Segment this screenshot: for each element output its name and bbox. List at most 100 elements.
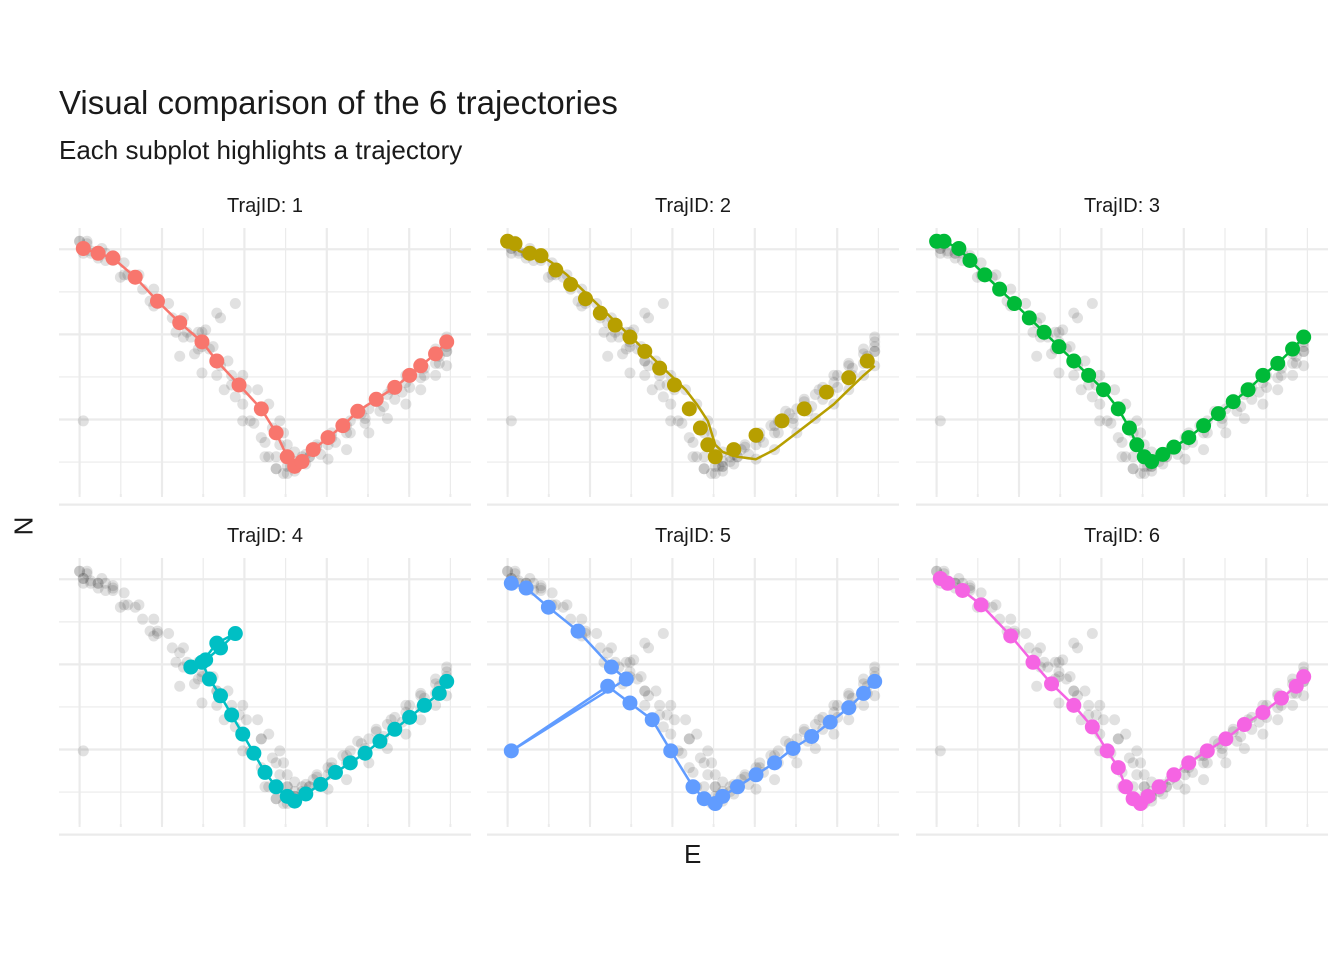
background-point [77,572,89,584]
background-point [1094,369,1106,381]
trajectory-point-4 [372,733,388,749]
background-point [620,343,632,355]
background-point [1298,360,1310,372]
background-point [129,601,141,613]
trajectory-point-3 [1081,367,1097,383]
chart-subtitle: Each subplot highlights a trajectory [59,135,463,165]
background-point [1112,733,1124,745]
background-point [1097,714,1109,726]
background-point [415,384,427,396]
background-point [177,642,189,654]
background-point [263,451,275,463]
background-point [270,463,282,475]
background-point [1272,384,1284,396]
background-point [163,628,175,640]
background-point [828,728,840,740]
background-point [389,711,401,723]
background-point [717,460,729,472]
background-point [624,367,636,379]
background-point [1220,427,1232,439]
trajectory-point-3 [951,240,967,256]
trajectory-point-5 [748,767,764,783]
background-point [359,417,371,429]
background-point [502,565,514,577]
trajectory-point-2 [592,305,608,321]
trajectory-point-4 [246,745,262,761]
background-point [259,781,271,793]
background-point [502,565,514,577]
background-point [170,656,182,668]
background-point [654,379,666,391]
background-point [85,575,97,587]
background-point [240,714,252,726]
background-point [107,582,119,594]
background-point [791,757,803,769]
background-point [1053,367,1065,379]
background-point [832,369,844,381]
trajectory-point-5 [856,685,872,701]
background-point [665,415,677,427]
trajectory-point-3 [1296,329,1312,345]
background-point [1057,654,1069,666]
background-point [270,451,282,463]
trajectory-point-3 [1285,341,1301,357]
trajectory-point-1 [387,379,403,395]
background-point [1068,369,1080,381]
background-point [1272,714,1284,726]
background-point [639,685,651,697]
background-point [1068,685,1080,697]
background-point [1064,341,1076,353]
trajectory-point-5 [804,728,820,744]
background-point [668,714,680,726]
background-point [683,762,695,774]
background-point [174,647,186,659]
background-point [1094,398,1106,410]
trajectory-point-4 [213,688,229,704]
background-point [772,745,784,757]
background-point [118,587,130,599]
trajectory-point-2 [748,427,764,443]
trajectory-point-6 [973,597,989,613]
background-point [665,398,677,410]
background-point [639,685,651,697]
chart-title: Visual comparison of the 6 trajectories [59,84,618,121]
background-point [237,398,249,410]
trajectory-point-6 [1003,628,1019,644]
background-point [1094,699,1106,711]
background-point [259,436,271,448]
background-point [672,415,684,427]
background-point [1075,384,1087,396]
background-point [869,690,881,702]
trajectory-point-3 [1144,454,1160,470]
background-point [683,733,695,745]
trajectory-point-3 [1129,437,1145,453]
trajectory-point-6 [1110,760,1126,776]
background-point [148,283,160,295]
trajectory-point-4 [416,697,432,713]
background-point [643,360,655,372]
background-point [698,463,710,475]
trajectory-point-1 [127,269,143,285]
trajectory-point-4 [298,786,314,802]
trajectory-point-4 [287,793,303,809]
background-point [620,656,632,668]
background-point [441,661,453,673]
background-point [1231,735,1243,747]
background-point [281,769,293,781]
background-point [1079,355,1091,367]
background-point [363,427,375,439]
background-point [1053,666,1065,678]
background-point [114,271,126,283]
trajectory-point-4 [431,685,447,701]
background-point [702,769,714,781]
background-point [237,699,249,711]
background-point [676,747,688,759]
facet-strip-label: TrajID: 1 [227,195,303,217]
trajectory-point-5 [685,779,701,795]
background-point [122,599,134,611]
trajectory-point-5 [767,755,783,771]
background-point [404,699,416,711]
background-point [602,350,614,362]
facet-strip-label: TrajID: 6 [1084,525,1160,547]
background-point [709,781,721,793]
